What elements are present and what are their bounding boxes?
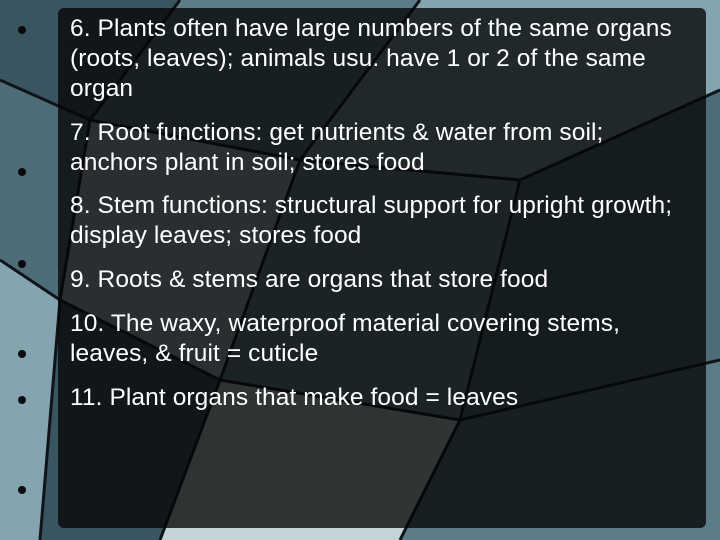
bullet-dot — [18, 260, 26, 268]
bullet-dot — [18, 168, 26, 176]
bullet-dot — [18, 396, 26, 404]
bullet-dot — [18, 26, 26, 34]
bullet-dot — [18, 350, 26, 358]
slide-content-box: 6. Plants often have large numbers of th… — [58, 8, 706, 528]
bullet-dot — [18, 486, 26, 494]
list-item: 7. Root functions: get nutrients & water… — [70, 118, 694, 178]
bullet-column — [18, 8, 48, 528]
list-item: 11. Plant organs that make food = leaves — [70, 383, 694, 413]
list-item: 6. Plants often have large numbers of th… — [70, 14, 694, 104]
list-item: 8. Stem functions: structural support fo… — [70, 191, 694, 251]
list-item: 9. Roots & stems are organs that store f… — [70, 265, 694, 295]
list-item: 10. The waxy, waterproof material coveri… — [70, 309, 694, 369]
